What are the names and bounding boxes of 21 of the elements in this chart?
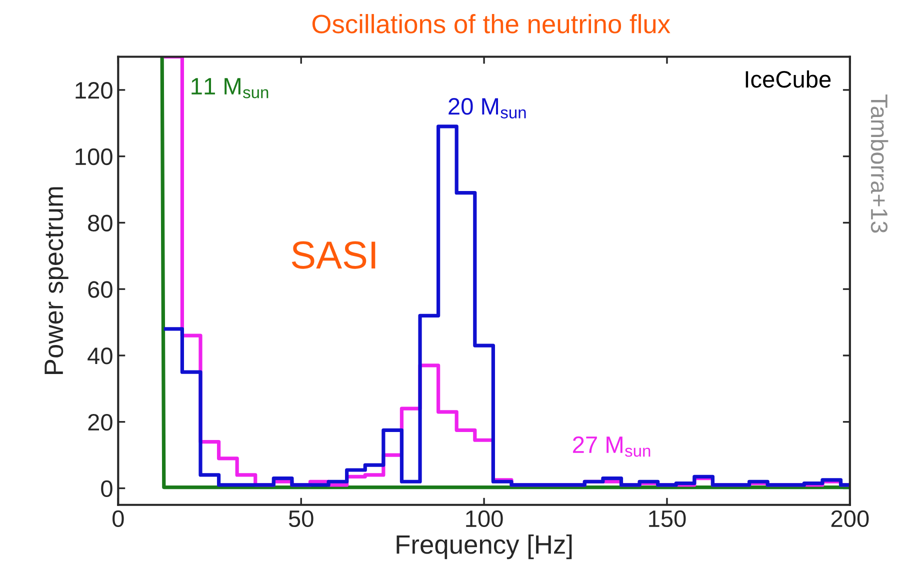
x-tick-label: 150: [649, 510, 686, 528]
y-axis-title: Power spectrum: [44, 187, 68, 374]
series-label: 27 M$_{sun}$: [573, 436, 650, 457]
x-tick-label: 0: [112, 510, 124, 528]
x-tick-label: 50: [288, 510, 314, 528]
x-tick-label: 100: [466, 510, 503, 528]
annotation: SASI: [292, 241, 376, 269]
series-label: 11 M$_{sun}$: [192, 78, 268, 98]
series-label: 20 M$_{sun}$: [448, 98, 526, 118]
y-tick-label: 20: [88, 414, 112, 431]
x-axis-title: Frequency [Hz]: [396, 534, 572, 560]
y-tick-label: 80: [88, 214, 112, 232]
y-tick-label: 40: [88, 348, 112, 364]
text: Tamborra+13: [870, 94, 888, 233]
y-tick-label: 60: [88, 281, 112, 298]
annotation: IceCube: [746, 70, 831, 88]
x-tick-label: 200: [831, 510, 869, 528]
chart-title: Oscillations of the neutrino flux: [312, 14, 670, 34]
y-tick-label: 100: [76, 148, 112, 166]
y-tick-label: 120: [76, 82, 112, 99]
y-tick-label: 0: [101, 480, 112, 498]
